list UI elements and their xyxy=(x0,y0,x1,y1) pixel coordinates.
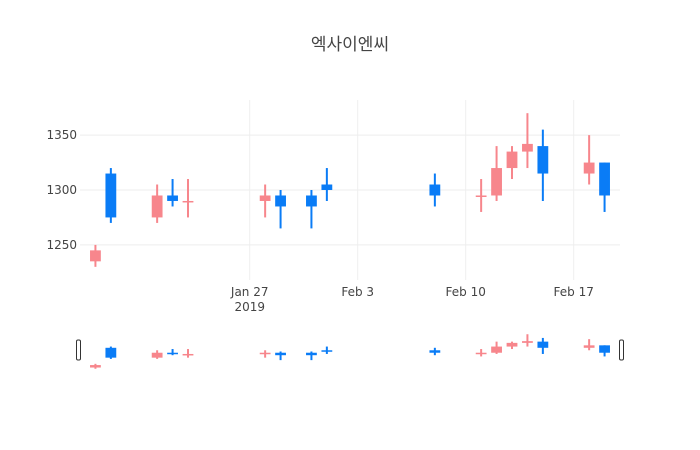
slider-candle xyxy=(522,334,533,347)
y-axis-ticks: 1250 1300 1350 xyxy=(46,128,77,252)
candle-body xyxy=(583,162,595,174)
candles xyxy=(90,113,610,267)
slider-candle xyxy=(259,350,271,358)
candle-body xyxy=(475,195,487,197)
x-tick-label: Feb 17 xyxy=(554,285,594,299)
slider-candle-body xyxy=(475,352,487,355)
candle xyxy=(105,168,117,223)
candle-body xyxy=(182,200,194,203)
candle-body xyxy=(429,184,441,196)
candle xyxy=(275,190,286,229)
candle-body xyxy=(506,151,518,169)
x-tick-sublabel: 2019 xyxy=(234,300,265,314)
slider-candle xyxy=(491,341,502,354)
slider-candle-body xyxy=(491,346,502,353)
x-tick-label: Feb 10 xyxy=(446,285,486,299)
chart-title: 엑사이엔씨 xyxy=(311,35,389,55)
slider-candle xyxy=(90,363,101,369)
candle-body xyxy=(167,195,178,201)
slider-candle xyxy=(599,345,610,357)
slider-candle xyxy=(506,341,518,350)
slider-candle-body xyxy=(583,345,595,348)
candle xyxy=(182,179,194,218)
slider-candle xyxy=(537,337,549,354)
candle-body xyxy=(151,195,163,218)
candle-body xyxy=(259,195,271,201)
slider-candle xyxy=(275,351,286,361)
candle xyxy=(321,168,333,201)
candle xyxy=(475,179,487,212)
slider-candle-body xyxy=(429,350,441,353)
slider-candle xyxy=(475,349,487,357)
slider-candle xyxy=(306,351,317,361)
slider-candle-body xyxy=(599,345,610,353)
slider-candle-body xyxy=(506,342,518,347)
range-slider-left-handle[interactable] xyxy=(76,339,81,361)
slider-candle-body xyxy=(90,365,101,368)
x-tick-label: Feb 3 xyxy=(341,285,374,299)
candle-body xyxy=(275,195,286,207)
candle xyxy=(506,146,518,180)
slider-candle xyxy=(151,350,163,359)
candle-body xyxy=(522,143,533,152)
slider-candle-body xyxy=(306,352,317,356)
slider-candle-body xyxy=(182,353,194,356)
slider-candle-body xyxy=(537,341,549,348)
candle xyxy=(167,179,178,207)
candle-body xyxy=(599,162,610,196)
y-tick-label: 1300 xyxy=(46,183,77,197)
range-slider[interactable] xyxy=(76,334,624,369)
slider-candle xyxy=(182,349,194,358)
slider-candle-body xyxy=(321,350,333,352)
candle xyxy=(491,146,502,201)
candle xyxy=(151,184,163,223)
candle xyxy=(599,162,610,212)
candle-body xyxy=(90,250,101,262)
slider-candle xyxy=(583,339,595,351)
range-slider-right-handle[interactable] xyxy=(619,339,624,361)
slider-candle-body xyxy=(105,347,117,358)
grid xyxy=(80,100,620,280)
slider-candle-body xyxy=(259,352,271,355)
candle xyxy=(583,135,595,185)
candle-body xyxy=(491,168,502,196)
slider-candle-body xyxy=(151,352,163,358)
y-tick-label: 1350 xyxy=(46,128,77,142)
candle xyxy=(429,173,441,207)
slider-candle xyxy=(167,349,178,356)
slider-candle xyxy=(105,346,117,359)
slider-candle-body xyxy=(167,352,178,355)
y-tick-label: 1250 xyxy=(46,238,77,252)
slider-candle-body xyxy=(275,352,286,356)
candle xyxy=(90,244,101,267)
candle-body xyxy=(306,195,317,207)
candle xyxy=(522,113,533,169)
candle-body xyxy=(321,184,333,190)
candle xyxy=(306,190,317,229)
candle-body xyxy=(537,146,549,174)
slider-candle xyxy=(321,346,333,354)
candle xyxy=(537,129,549,201)
candle-body xyxy=(105,173,117,218)
slider-candle-body xyxy=(522,341,533,343)
slider-candle xyxy=(429,347,441,356)
x-tick-label: Jan 27 xyxy=(230,285,269,299)
candle xyxy=(259,184,271,218)
